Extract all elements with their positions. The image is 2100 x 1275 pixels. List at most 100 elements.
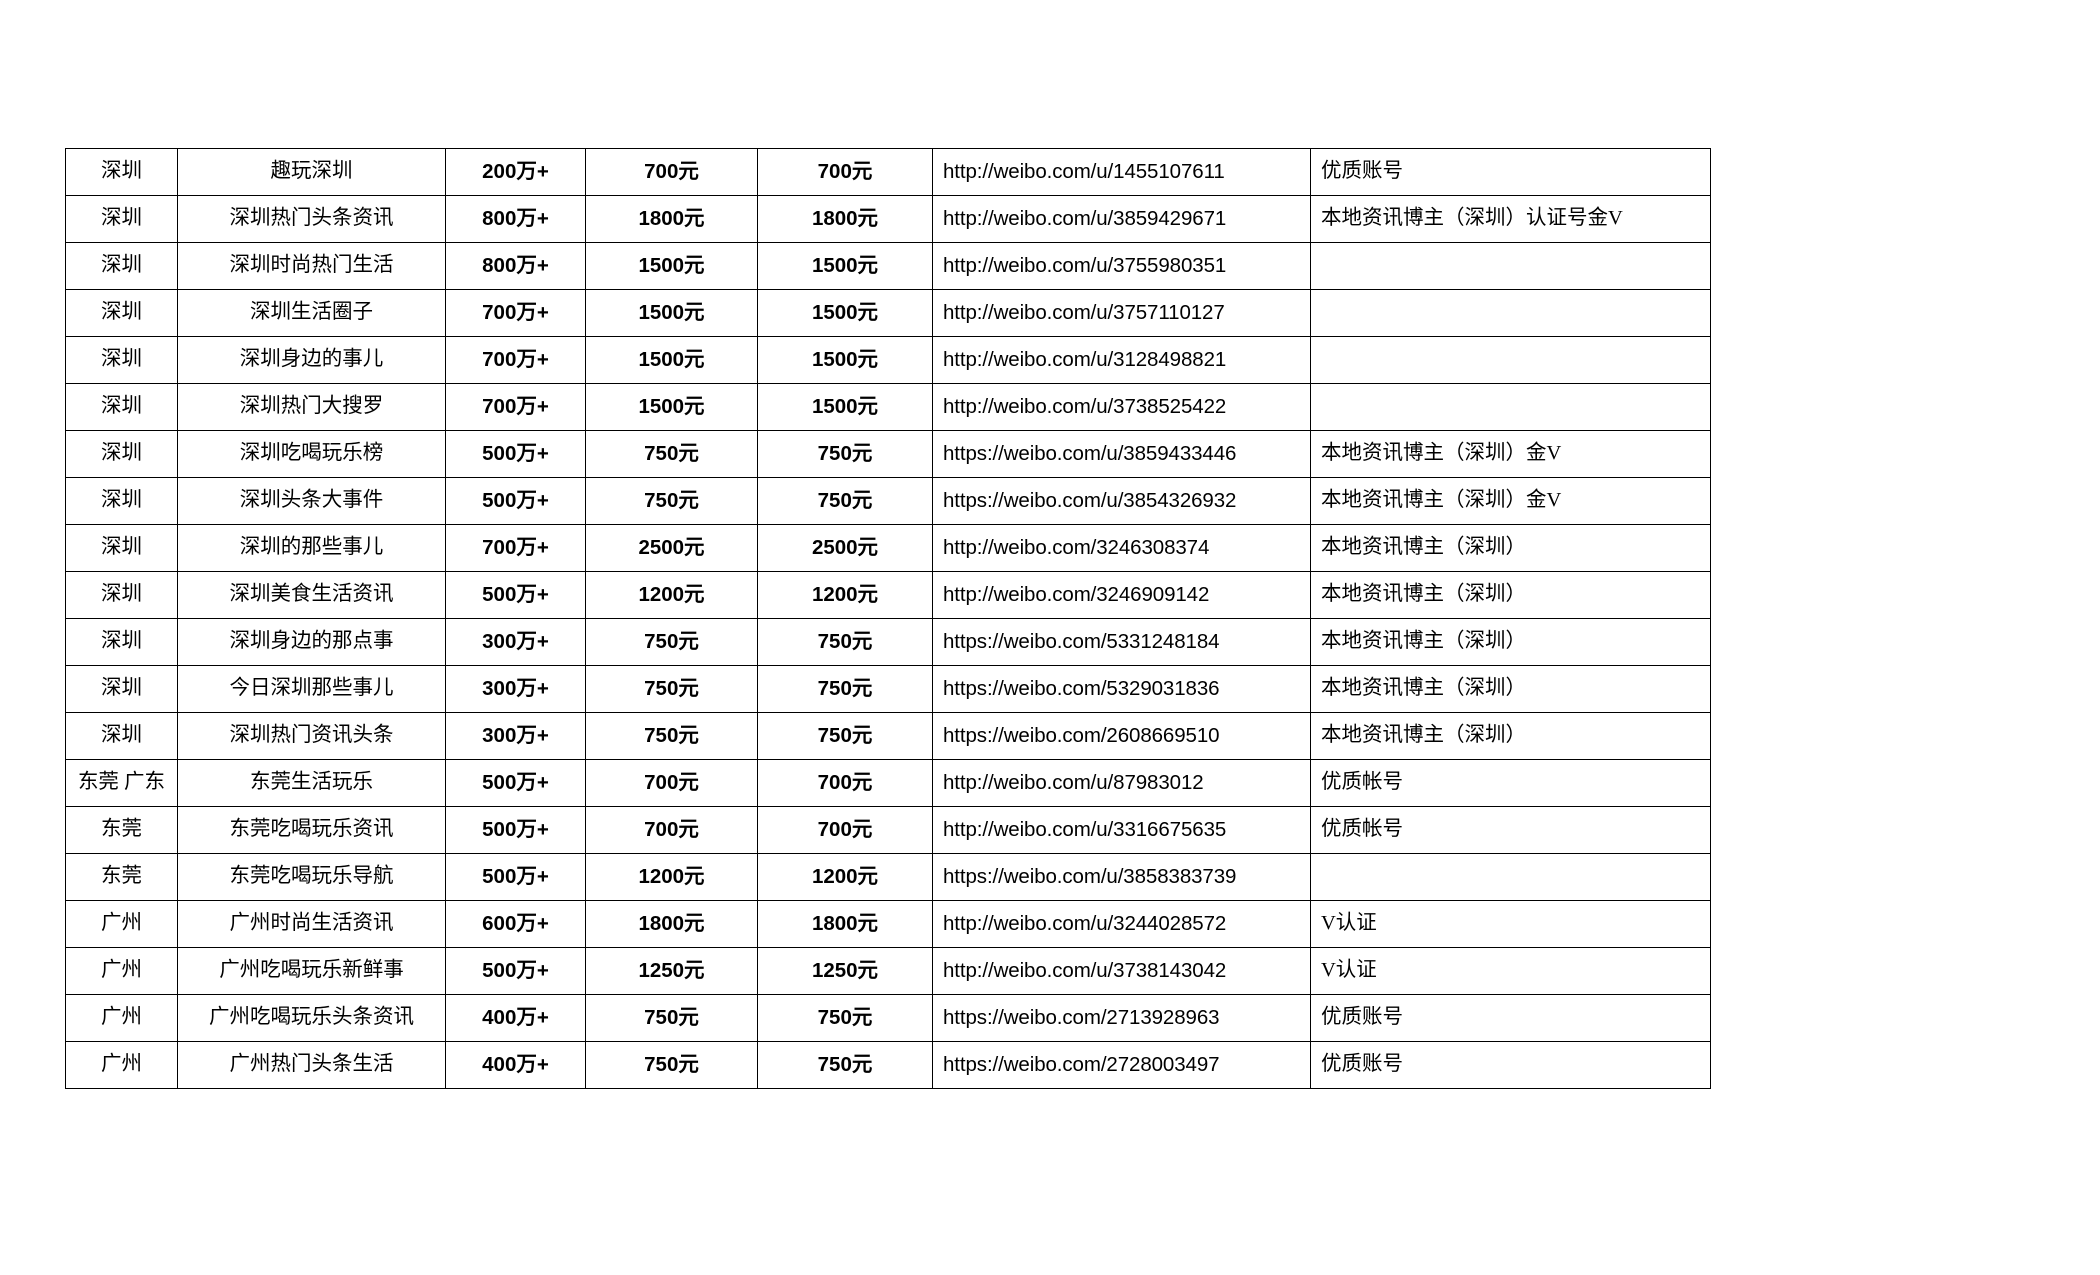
cell-price-direct: 750元 xyxy=(585,477,758,525)
cell-city: 深圳 xyxy=(65,477,178,525)
cell-city: 深圳 xyxy=(65,430,178,478)
cell-city: 深圳 xyxy=(65,571,178,619)
cell-price-repost: 750元 xyxy=(757,477,933,525)
cell-account-name: 深圳身边的事儿 xyxy=(177,336,446,384)
table-row: 深圳 深圳吃喝玩乐榜 500万+ 750元 750元 https://weibo.com/… xyxy=(65,430,1711,478)
cell-price-direct: 1250元 xyxy=(585,947,758,995)
cell-note: 本地资讯博主（深圳）认证号金V xyxy=(1310,195,1711,243)
cell-city: 深圳 xyxy=(65,195,178,243)
cell-account-name: 深圳身边的那点事 xyxy=(177,618,446,666)
cell-price-direct: 750元 xyxy=(585,430,758,478)
cell-url[interactable]: https://weibo.com/u/3859433446 xyxy=(932,430,1311,478)
cell-price-repost: 1250元 xyxy=(757,947,933,995)
cell-price-direct: 1500元 xyxy=(585,383,758,431)
cell-account-name: 趣玩深圳 xyxy=(177,148,446,196)
cell-url[interactable]: https://weibo.com/2608669510 xyxy=(932,712,1311,760)
cell-note: 本地资讯博主（深圳） xyxy=(1310,618,1711,666)
cell-fans-count: 500万+ xyxy=(445,477,586,525)
cell-price-repost: 1500元 xyxy=(757,289,933,337)
cell-city: 深圳 xyxy=(65,383,178,431)
cell-account-name: 东莞吃喝玩乐资讯 xyxy=(177,806,446,854)
price-table-body: 深圳 趣玩深圳 200万+ 700元 700元 http://weibo.com/u/14… xyxy=(65,148,1711,1089)
cell-url[interactable]: https://weibo.com/5331248184 xyxy=(932,618,1311,666)
cell-price-repost: 700元 xyxy=(757,759,933,807)
cell-url[interactable]: http://weibo.com/3246308374 xyxy=(932,524,1311,572)
cell-price-direct: 700元 xyxy=(585,148,758,196)
cell-url[interactable]: http://weibo.com/3246909142 xyxy=(932,571,1311,619)
table-row: 广州 广州热门头条生活 400万+ 750元 750元 https://weibo.com… xyxy=(65,1041,1711,1089)
cell-price-repost: 1500元 xyxy=(757,336,933,384)
table-row: 东莞 东莞吃喝玩乐导航 500万+ 1200元 1200元 https://weibo.c… xyxy=(65,853,1711,901)
cell-url[interactable]: http://weibo.com/u/3755980351 xyxy=(932,242,1311,290)
cell-url[interactable]: http://weibo.com/u/3244028572 xyxy=(932,900,1311,948)
table-row: 广州 广州吃喝玩乐头条资讯 400万+ 750元 750元 https://weibo.c… xyxy=(65,994,1711,1042)
cell-price-repost: 700元 xyxy=(757,806,933,854)
cell-note: 本地资讯博主（深圳）金V xyxy=(1310,477,1711,525)
cell-url[interactable]: https://weibo.com/2713928963 xyxy=(932,994,1311,1042)
cell-url[interactable]: http://weibo.com/u/1455107611 xyxy=(932,148,1311,196)
cell-price-repost: 700元 xyxy=(757,148,933,196)
cell-price-repost: 1800元 xyxy=(757,195,933,243)
cell-note: 优质账号 xyxy=(1310,994,1711,1042)
cell-note xyxy=(1310,383,1711,431)
cell-price-repost: 1200元 xyxy=(757,853,933,901)
cell-url[interactable]: https://weibo.com/u/3854326932 xyxy=(932,477,1311,525)
cell-fans-count: 400万+ xyxy=(445,1041,586,1089)
table-row: 深圳 深圳的那些事儿 700万+ 2500元 2500元 http://weibo.com… xyxy=(65,524,1711,572)
cell-note xyxy=(1310,242,1711,290)
table-row: 深圳 深圳头条大事件 500万+ 750元 750元 https://weibo.com/… xyxy=(65,477,1711,525)
cell-city: 深圳 xyxy=(65,289,178,337)
cell-fans-count: 200万+ xyxy=(445,148,586,196)
cell-city: 东莞 xyxy=(65,853,178,901)
cell-price-direct: 700元 xyxy=(585,806,758,854)
cell-url[interactable]: http://weibo.com/u/3738143042 xyxy=(932,947,1311,995)
cell-price-direct: 750元 xyxy=(585,618,758,666)
cell-url[interactable]: http://weibo.com/u/3738525422 xyxy=(932,383,1311,431)
price-table-container: 深圳 趣玩深圳 200万+ 700元 700元 http://weibo.com/u/14… xyxy=(65,148,1711,1089)
cell-price-repost: 2500元 xyxy=(757,524,933,572)
cell-account-name: 广州热门头条生活 xyxy=(177,1041,446,1089)
cell-account-name: 深圳美食生活资讯 xyxy=(177,571,446,619)
cell-note xyxy=(1310,336,1711,384)
table-row: 东莞 广东 东莞生活玩乐 500万+ 700元 700元 http://weibo.com… xyxy=(65,759,1711,807)
cell-url[interactable]: http://weibo.com/u/3859429671 xyxy=(932,195,1311,243)
cell-account-name: 东莞生活玩乐 xyxy=(177,759,446,807)
cell-note: 优质账号 xyxy=(1310,1041,1711,1089)
cell-account-name: 广州时尚生活资讯 xyxy=(177,900,446,948)
cell-account-name: 深圳生活圈子 xyxy=(177,289,446,337)
cell-url[interactable]: http://weibo.com/u/87983012 xyxy=(932,759,1311,807)
cell-price-repost: 1200元 xyxy=(757,571,933,619)
cell-account-name: 广州吃喝玩乐新鲜事 xyxy=(177,947,446,995)
cell-city: 广州 xyxy=(65,947,178,995)
cell-price-direct: 750元 xyxy=(585,994,758,1042)
cell-price-direct: 750元 xyxy=(585,712,758,760)
cell-fans-count: 700万+ xyxy=(445,336,586,384)
cell-price-direct: 1500元 xyxy=(585,242,758,290)
cell-url[interactable]: http://weibo.com/u/3128498821 xyxy=(932,336,1311,384)
cell-city: 广州 xyxy=(65,994,178,1042)
cell-url[interactable]: https://weibo.com/2728003497 xyxy=(932,1041,1311,1089)
table-row: 深圳 深圳美食生活资讯 500万+ 1200元 1200元 http://weibo.co… xyxy=(65,571,1711,619)
cell-price-repost: 1500元 xyxy=(757,242,933,290)
cell-account-name: 东莞吃喝玩乐导航 xyxy=(177,853,446,901)
cell-url[interactable]: https://weibo.com/u/3858383739 xyxy=(932,853,1311,901)
cell-account-name: 深圳的那些事儿 xyxy=(177,524,446,572)
cell-price-direct: 1500元 xyxy=(585,336,758,384)
cell-city: 深圳 xyxy=(65,336,178,384)
table-row: 深圳 深圳身边的事儿 700万+ 1500元 1500元 http://weibo.com… xyxy=(65,336,1711,384)
cell-price-repost: 750元 xyxy=(757,430,933,478)
cell-city: 深圳 xyxy=(65,665,178,713)
cell-fans-count: 300万+ xyxy=(445,618,586,666)
cell-city: 深圳 xyxy=(65,148,178,196)
cell-url[interactable]: http://weibo.com/u/3316675635 xyxy=(932,806,1311,854)
cell-fans-count: 700万+ xyxy=(445,383,586,431)
cell-account-name: 今日深圳那些事儿 xyxy=(177,665,446,713)
cell-url[interactable]: http://weibo.com/u/3757110127 xyxy=(932,289,1311,337)
table-row: 深圳 今日深圳那些事儿 300万+ 750元 750元 https://weibo.com… xyxy=(65,665,1711,713)
cell-url[interactable]: https://weibo.com/5329031836 xyxy=(932,665,1311,713)
cell-account-name: 深圳吃喝玩乐榜 xyxy=(177,430,446,478)
cell-price-repost: 1500元 xyxy=(757,383,933,431)
cell-fans-count: 700万+ xyxy=(445,289,586,337)
cell-fans-count: 600万+ xyxy=(445,900,586,948)
cell-fans-count: 500万+ xyxy=(445,853,586,901)
